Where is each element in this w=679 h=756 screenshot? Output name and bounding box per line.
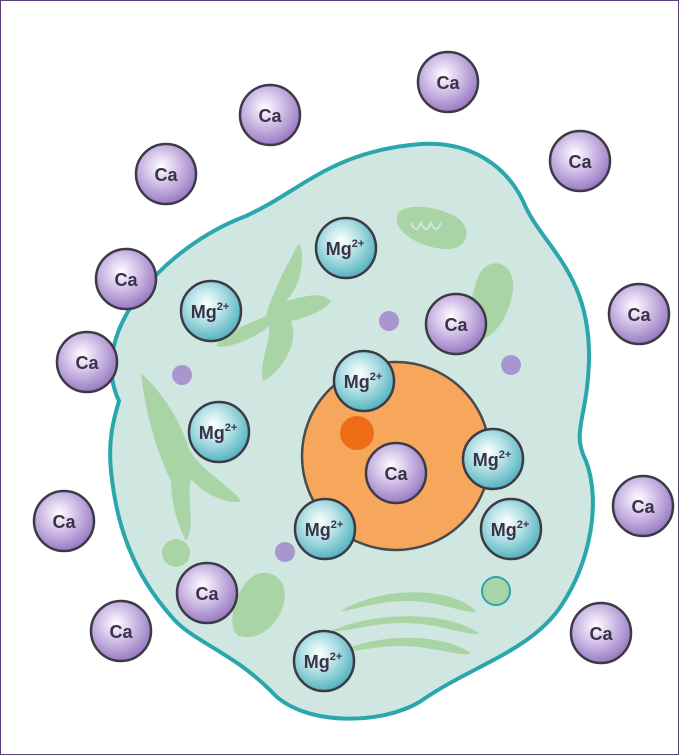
ion-circle: [293, 497, 357, 561]
ion-circle: [292, 629, 356, 693]
golgi-layer: [341, 637, 471, 655]
calcium-ion: Ca: [611, 474, 675, 538]
ion-label: Ca: [384, 464, 408, 484]
magnesium-ion: Mg2+: [314, 216, 378, 280]
ion-label: Ca: [114, 270, 138, 290]
ion-label: Ca: [436, 73, 460, 93]
ion-label: Ca: [154, 165, 178, 185]
ion-label: Mg2+: [473, 449, 512, 470]
calcium-ion: Ca: [134, 142, 198, 206]
ion-circle: [238, 83, 302, 147]
ion-circle: [424, 292, 488, 356]
nucleolus: [340, 416, 374, 450]
calcium-ion: Ca: [175, 561, 239, 625]
mitochondrion-top: [396, 206, 467, 250]
magnesium-ion: Mg2+: [461, 427, 525, 491]
ion-label: Ca: [627, 305, 651, 325]
ion-label: Ca: [258, 106, 282, 126]
vesicle-ring: [481, 576, 511, 606]
vesicle-dot: [379, 311, 399, 331]
organelles: [141, 206, 514, 655]
ion-circle: [416, 50, 480, 114]
ion-circle: [332, 349, 396, 413]
magnesium-ion: Mg2+: [187, 400, 251, 464]
ion-circle: [611, 474, 675, 538]
calcium-ion: Ca: [238, 83, 302, 147]
ion-label: Mg2+: [191, 301, 230, 322]
calcium-ion: Ca: [364, 441, 428, 505]
ion-circle: [179, 279, 243, 343]
magnesium-ion: Mg2+: [292, 629, 356, 693]
calcium-ion: Ca: [416, 50, 480, 114]
ion-label: Mg2+: [491, 519, 530, 540]
golgi-apparatus: [341, 592, 476, 613]
magnesium-ion: Mg2+: [479, 497, 543, 561]
calcium-ion: Ca: [89, 599, 153, 663]
ion-label: Mg2+: [305, 519, 344, 540]
ion-label: Ca: [109, 622, 133, 642]
ions: Ca Ca Ca Ca Ca Ca Ca Ca Ca Ca Ca Ca Ca Ca Mg2+ Mg2+ Mg2+…: [32, 50, 675, 693]
vesicle-dots: [172, 311, 521, 562]
ion-circle: [187, 400, 251, 464]
ion-circle: [548, 129, 612, 193]
ion-label: Ca: [52, 512, 76, 532]
ion-label: Ca: [195, 584, 219, 604]
calcium-ion: Ca: [55, 330, 119, 394]
ion-circle: [94, 247, 158, 311]
ion-circle: [364, 441, 428, 505]
magnesium-ion: Mg2+: [179, 279, 243, 343]
ion-label: Ca: [568, 152, 592, 172]
ion-circle: [314, 216, 378, 280]
ion-circle: [89, 599, 153, 663]
ion-label: Ca: [589, 624, 613, 644]
calcium-ion: Ca: [607, 282, 671, 346]
ion-circle: [461, 427, 525, 491]
calcium-ion: Ca: [569, 601, 633, 665]
mitochondrion-top-cristae: [410, 220, 442, 230]
magnesium-ion: Mg2+: [293, 497, 357, 561]
ion-label: Mg2+: [199, 422, 238, 443]
ion-circle: [32, 489, 96, 553]
vesicle-dot: [172, 365, 192, 385]
vacuole-left: [162, 539, 190, 567]
calcium-ion: Ca: [94, 247, 158, 311]
chromosome-lower: [141, 373, 241, 541]
magnesium-ion: Mg2+: [332, 349, 396, 413]
chromosome-upper: [216, 243, 331, 381]
ion-label: Ca: [444, 315, 468, 335]
ion-label: Mg2+: [344, 371, 383, 392]
calcium-ion: Ca: [424, 292, 488, 356]
ion-label: Mg2+: [304, 651, 343, 672]
ion-circle: [607, 282, 671, 346]
ion-label: Ca: [631, 497, 655, 517]
calcium-ion: Ca: [548, 129, 612, 193]
ion-circle: [175, 561, 239, 625]
calcium-ion: Ca: [32, 489, 96, 553]
ion-circle: [569, 601, 633, 665]
ion-circle: [134, 142, 198, 206]
golgi-layer: [331, 616, 479, 635]
vesicle-dot: [275, 542, 295, 562]
ion-label: Mg2+: [326, 238, 365, 259]
ion-circle: [479, 497, 543, 561]
ion-label: Ca: [75, 353, 99, 373]
ion-circle: [55, 330, 119, 394]
mitochondrion-bottom: [232, 572, 285, 638]
vesicle-dot: [501, 355, 521, 375]
